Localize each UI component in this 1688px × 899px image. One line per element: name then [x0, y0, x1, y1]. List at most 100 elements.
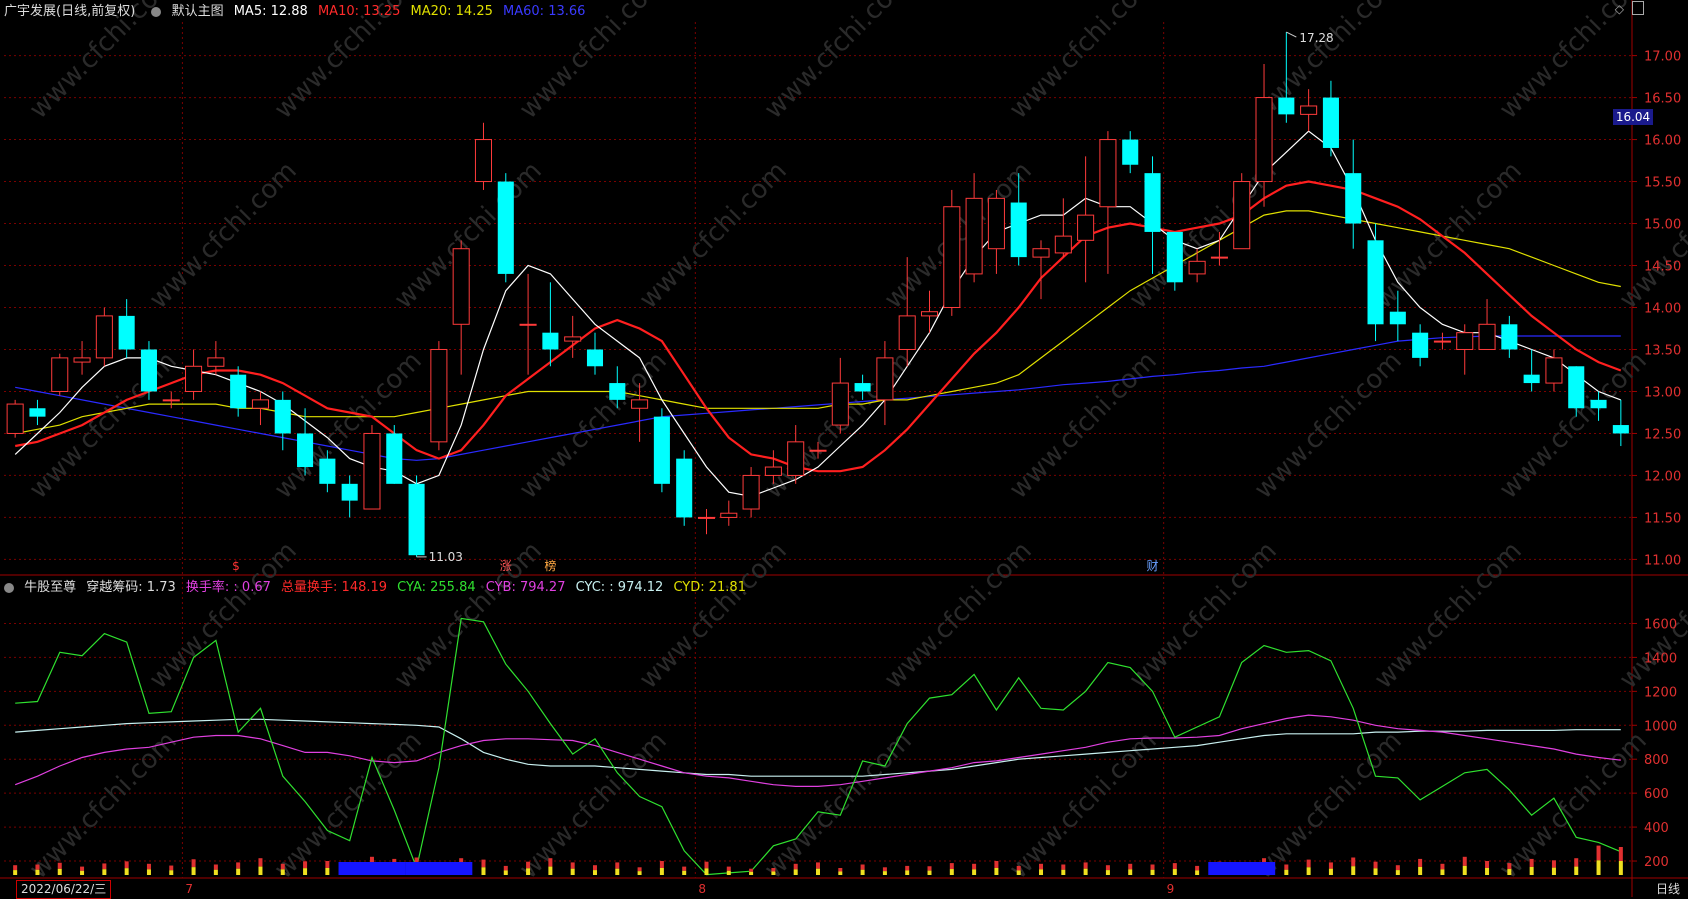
volume-bar-bottom: [1551, 867, 1556, 875]
volume-bar-bottom: [882, 871, 887, 875]
candle-body-up: [1300, 105, 1318, 115]
volume-bar-bottom: [1039, 869, 1044, 875]
volume-bar-top: [303, 861, 308, 869]
volume-bar-top: [414, 857, 419, 867]
volume-bar-top: [1128, 863, 1133, 870]
diamond-icon[interactable]: ◇: [1614, 2, 1624, 16]
candle-body-down: [653, 416, 670, 484]
volume-bar-bottom: [236, 868, 241, 875]
candle-body-down: [29, 408, 46, 417]
month-label: 8: [698, 882, 706, 896]
stock-name[interactable]: 广宇发展(日线,前复权): [4, 4, 136, 19]
volume-bar-bottom: [80, 870, 85, 875]
candle-body-up: [452, 248, 470, 325]
volume-bar-bottom: [1328, 868, 1333, 875]
sub-tick-label: 400: [1644, 821, 1669, 836]
candle-body-down: [230, 374, 247, 409]
volume-bar-bottom: [682, 870, 687, 875]
current-price-flag: 16.04: [1613, 109, 1653, 125]
volume-bar-bottom: [949, 869, 954, 875]
sub-tick-label: 1200: [1644, 685, 1677, 700]
candle-body-up: [95, 315, 113, 359]
volume-bar-top: [1395, 865, 1400, 871]
cyd-label: CYD: 21.81: [673, 580, 746, 595]
volume-bar-top: [280, 863, 285, 870]
indicator-name[interactable]: 默认主图: [171, 4, 224, 19]
candle-body-up: [1433, 340, 1451, 343]
price-tick-label: 12.50: [1644, 427, 1681, 442]
cyc-label: CYC: : 974.12: [575, 580, 664, 595]
volume-bar-top: [860, 864, 865, 870]
volume-bar-top: [816, 862, 820, 869]
volume-bar-top: [1105, 865, 1110, 871]
signal-block: [405, 862, 473, 875]
candle-body-down: [1568, 366, 1585, 409]
indicator-title[interactable]: 牛股至尊: [24, 580, 77, 595]
volume-bar-bottom: [1618, 861, 1623, 875]
volume-bar-top: [325, 861, 330, 868]
volume-bar-top: [1618, 847, 1623, 861]
volume-bar-top: [102, 863, 107, 870]
candle-body-up: [474, 139, 493, 183]
candle-body-up: [162, 399, 180, 402]
volume-bar-top: [258, 858, 263, 867]
volume-bar-bottom: [1150, 869, 1155, 875]
candle-body-up: [720, 512, 738, 518]
volume-bar-top: [726, 866, 731, 871]
volume-bar-top: [124, 861, 129, 869]
candle-body-up: [1545, 357, 1563, 384]
collapse-icon[interactable]: [4, 582, 14, 593]
signal-block: [338, 862, 406, 875]
candle-body-down: [586, 349, 604, 367]
volume-bar-top: [1440, 863, 1445, 870]
volume-bar-bottom: [1128, 869, 1133, 875]
candle-body-up: [1032, 248, 1050, 258]
volume-bar-top: [169, 865, 174, 871]
event-marks: 17.28 11.03 $ 涨 榜 财: [232, 31, 1334, 573]
volume-bar-bottom: [1462, 865, 1467, 875]
volume-bar-top: [1284, 864, 1289, 870]
volume-bar-top: [1551, 860, 1556, 868]
volume-bar-top: [57, 862, 62, 869]
volume-bar-bottom: [1440, 869, 1445, 875]
volume-bar-top: [146, 863, 151, 870]
window-icon[interactable]: [1632, 1, 1644, 15]
volume-bar-top: [1306, 859, 1311, 868]
cyb-line: [14, 714, 1621, 788]
candle-body-down: [1122, 139, 1139, 165]
price-tick-label: 13.50: [1644, 343, 1681, 358]
price-tick-label: 11.00: [1644, 553, 1681, 568]
candle-body-up: [631, 399, 649, 409]
price-tick-label: 17.00: [1644, 50, 1681, 65]
candle-body-up: [1099, 139, 1117, 208]
volume-bar-top: [548, 858, 553, 867]
candle-body-up: [898, 315, 916, 350]
volume-bar-top: [1485, 861, 1490, 868]
period-label[interactable]: 日线: [1655, 882, 1680, 896]
volume-bar-top: [592, 865, 597, 871]
candle-body-up: [1210, 256, 1228, 259]
price-tick-label: 15.50: [1644, 176, 1681, 191]
price-tick-label: 15.00: [1644, 218, 1681, 233]
sub-tick-label: 1400: [1644, 651, 1677, 666]
volume-bar-top: [570, 862, 575, 869]
volume-bar-top: [80, 866, 85, 871]
cyc-line: [15, 718, 1621, 777]
settings-icon[interactable]: [151, 6, 162, 17]
volume-bar-bottom: [927, 870, 932, 875]
volume-bar-bottom: [280, 869, 285, 875]
volume-bar-top: [236, 862, 241, 869]
volume-bar-bottom: [726, 870, 731, 875]
volume-bar-bottom: [13, 870, 18, 875]
volume-bar-bottom: [102, 869, 107, 875]
volume-bar-bottom: [1418, 866, 1423, 875]
candle-body-up: [697, 516, 716, 519]
volume-bar-bottom: [1574, 866, 1579, 875]
volume-bars: [13, 845, 1623, 875]
volume-bar-top: [1462, 856, 1467, 866]
volume-bar-bottom: [325, 868, 330, 875]
huanshou-label: 换手率: : 0.67: [185, 580, 271, 595]
volume-bar-bottom: [1529, 866, 1534, 875]
